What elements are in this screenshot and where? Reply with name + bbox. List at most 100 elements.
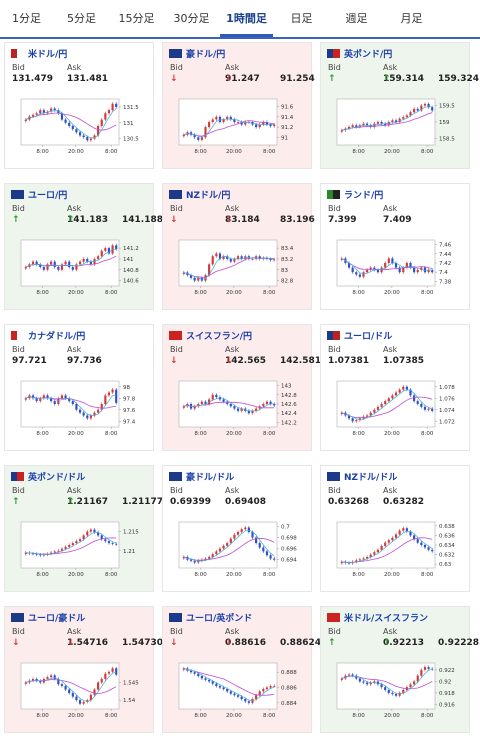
candle — [50, 108, 53, 112]
bid-value: 131.479 — [12, 74, 67, 84]
pair-name-link[interactable]: ランド/円 — [344, 190, 384, 201]
y-tick-label: 83.4 — [281, 246, 294, 252]
candle — [258, 256, 261, 259]
card-header: 英ポンド/ドル — [11, 469, 85, 483]
candle — [240, 529, 243, 532]
pair-name-link[interactable]: ユーロ/豪ドル — [28, 613, 86, 624]
pair-name-link[interactable]: 英ポンド/ドル — [28, 472, 86, 483]
price-chart[interactable]: 159.5 159 158.5 8:00 20:00 8:00 — [323, 93, 467, 163]
tab-6[interactable]: 週足 — [345, 12, 368, 25]
candle — [97, 682, 100, 690]
tab-1[interactable]: 5分足 — [67, 12, 96, 25]
card-header: 英ポンド/円 — [327, 46, 392, 60]
pair-name-link[interactable]: スイスフラン/円 — [186, 331, 253, 342]
moving-average-long — [341, 675, 433, 689]
bid-price: 91.247 — [225, 74, 260, 84]
candle — [39, 110, 42, 114]
price-chart[interactable]: 141.2 141 140.8 140.6 8:00 20:00 8:00 — [7, 234, 151, 304]
price-values: 0.63268 0.63282 — [328, 497, 438, 507]
rate-card[interactable]: 英ポンド/円 Bid Ask ↑ 159.314↑ 159.324 159.5 159 158.… — [320, 42, 479, 169]
rate-card[interactable]: ランド/円 Bid Ask 7.399 7.409 7.46 7.44 7.42 7.4 7.38… — [320, 183, 470, 310]
x-tick-label: 8:00 — [421, 713, 434, 719]
price-labels: Bid Ask — [12, 627, 122, 636]
price-chart[interactable]: 91.6 91.4 91.2 91 8:00 20:00 8:00 — [165, 93, 309, 163]
rate-card[interactable]: NZドル/ドル Bid Ask 0.63268 0.63282 0.638 0.636 0.6… — [320, 465, 470, 592]
candle — [247, 527, 250, 532]
bid-value: ↓ 83.184 — [170, 215, 260, 225]
candle — [39, 680, 42, 683]
price-chart[interactable]: 7.46 7.44 7.42 7.4 7.38 8:00 20:00 8:00 — [323, 234, 467, 304]
tab-2[interactable]: 15分足 — [118, 12, 155, 25]
y-tick-label: 143 — [281, 384, 292, 390]
price-chart[interactable]: 0.638 0.636 0.634 0.632 0.63 8:00 20:00 8:00 — [323, 516, 467, 586]
candle — [369, 682, 372, 685]
candle — [427, 269, 430, 273]
rate-card[interactable]: スイスフラン/円 Bid Ask ↓ 142.565↓ 142.581 143 142.8 14… — [162, 324, 321, 451]
pair-name-link[interactable]: 豪ドル/円 — [186, 49, 226, 60]
candle — [215, 394, 218, 398]
candle — [68, 122, 71, 126]
pair-name-link[interactable]: NZドル/ドル — [344, 472, 398, 483]
price-chart[interactable]: 98 97.8 97.6 97.4 8:00 20:00 8:00 — [7, 375, 151, 445]
rate-card[interactable]: 豪ドル/ドル Bid Ask 0.69399 0.69408 0.7 0.698 0.696 0… — [162, 465, 312, 592]
pair-name-link[interactable]: ユーロ/円 — [28, 190, 68, 201]
pair-name-link[interactable]: 米ドル/スイスフラン — [344, 613, 429, 624]
candle — [431, 549, 434, 552]
rate-card[interactable]: 英ポンド/ドル Bid Ask ↑ 1.21167↑ 1.21177 1.215 1.21 8:… — [4, 465, 163, 592]
candle — [413, 681, 416, 685]
candle — [24, 552, 27, 555]
rate-card[interactable]: ユーロ/円 Bid Ask ↑ 141.183↑ 141.188 141.2 141 140.8… — [4, 183, 163, 310]
chart-plot-area — [336, 98, 436, 146]
rate-card[interactable]: 米ドル/円 Bid Ask 131.479 131.481 131.5 131 130.5 8:… — [4, 42, 154, 169]
tab-4[interactable]: 1時間足 — [220, 0, 273, 37]
candle — [427, 547, 430, 550]
rate-card[interactable]: 豪ドル/円 Bid Ask ↓ 91.247↓ 91.254 91.6 91.4 91.2 91 8… — [162, 42, 315, 169]
y-tick-label: 0.694 — [281, 558, 297, 564]
candle — [416, 401, 419, 404]
rate-card[interactable]: 米ドル/スイスフラン Bid Ask ↑ 0.92213↑ 0.92228 0.922 0.9… — [320, 606, 479, 733]
price-chart[interactable]: 0.7 0.698 0.696 0.694 8:00 20:00 8:00 — [165, 516, 309, 586]
tab-3[interactable]: 30分足 — [173, 12, 210, 25]
candle — [366, 682, 369, 685]
y-tick-label: 7.42 — [439, 261, 451, 267]
rate-card[interactable]: ユーロ/英ポンド Bid Ask ↓ 0.88616↓ 0.88624 0.888 0.886… — [162, 606, 321, 733]
candle — [104, 248, 107, 251]
rate-card[interactable]: カナダドル/円 Bid Ask 97.721 97.736 98 97.8 97.6 97.4 8… — [4, 324, 154, 451]
price-chart[interactable]: 131.5 131 130.5 8:00 20:00 8:00 — [7, 93, 151, 163]
rate-card[interactable]: NZドル/円 Bid Ask ↓ 83.184↓ 83.196 83.4 83.2 83 82.8… — [162, 183, 315, 310]
tab-0[interactable]: 1分足 — [12, 12, 41, 25]
candle — [358, 274, 361, 277]
tab-5[interactable]: 日足 — [290, 12, 313, 25]
bid-price: 159.314 — [383, 74, 424, 84]
pair-name-link[interactable]: 米ドル/円 — [28, 49, 68, 60]
price-chart[interactable]: 1.215 1.21 8:00 20:00 8:00 — [7, 516, 151, 586]
price-chart[interactable]: 0.888 0.886 0.884 8:00 20:00 8:00 — [165, 657, 309, 727]
price-chart[interactable]: 83.4 83.2 83 82.8 8:00 20:00 8:00 — [165, 234, 309, 304]
price-chart[interactable]: 1.078 1.076 1.074 1.072 8:00 20:00 8:00 — [323, 375, 467, 445]
candle — [75, 696, 78, 701]
price-labels: Bid Ask — [170, 63, 280, 72]
candle — [86, 531, 89, 536]
pair-name-link[interactable]: 豪ドル/ドル — [186, 472, 235, 483]
ask-value: ↓ 142.581 — [225, 356, 321, 366]
pair-name-link[interactable]: 英ポンド/円 — [344, 49, 393, 60]
pair-name-link[interactable]: カナダドル/円 — [28, 331, 86, 342]
candle — [75, 404, 78, 410]
candle — [384, 401, 387, 404]
tab-7[interactable]: 月足 — [400, 12, 423, 25]
ask-price: 7.409 — [383, 215, 412, 225]
rate-card[interactable]: ユーロ/豪ドル Bid Ask ↓ 1.54716↓ 1.54730 1.545 1.54 8:… — [4, 606, 163, 733]
pair-name-link[interactable]: ユーロ/ドル — [344, 331, 393, 342]
candle — [197, 404, 200, 407]
candle — [427, 667, 430, 669]
candle — [97, 256, 100, 259]
price-chart[interactable]: 0.922 0.92 0.918 0.916 8:00 20:00 8:00 — [323, 657, 467, 727]
price-chart[interactable]: 1.545 1.54 8:00 20:00 8:00 — [7, 657, 151, 727]
rate-card[interactable]: ユーロ/ドル Bid Ask 1.07381 1.07385 1.078 1.076 1.07… — [320, 324, 470, 451]
candle — [42, 110, 45, 114]
pair-name-link[interactable]: NZドル/円 — [186, 190, 231, 201]
candle — [89, 261, 92, 265]
bid-label: Bid — [170, 627, 183, 636]
pair-name-link[interactable]: ユーロ/英ポンド — [186, 613, 253, 624]
price-chart[interactable]: 143 142.8 142.6 142.4 142.2 8:00 20:00 8:00 — [165, 375, 309, 445]
